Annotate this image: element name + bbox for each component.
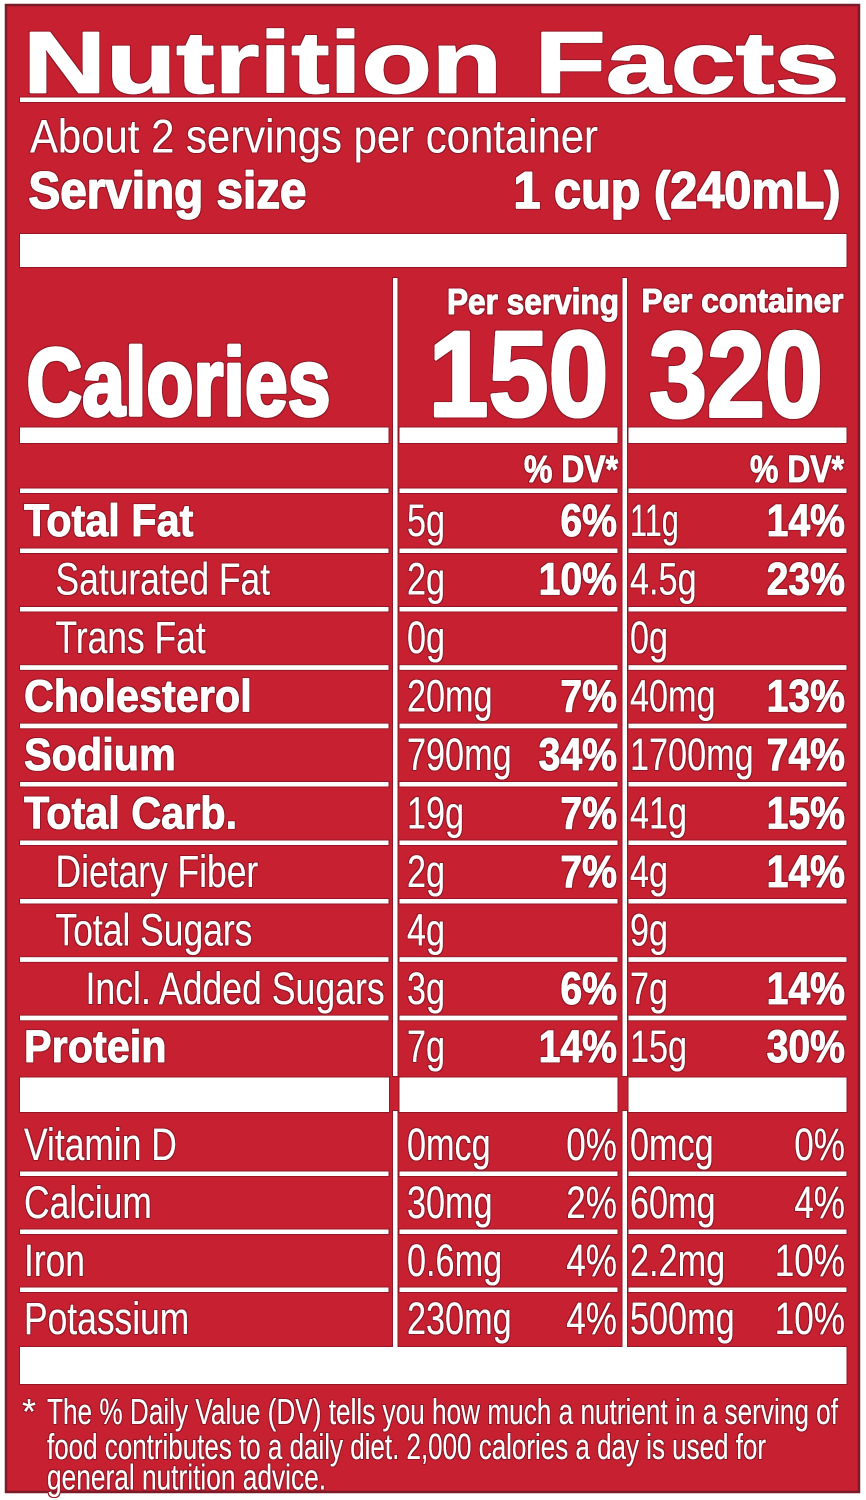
svg-text:Potassium: Potassium (24, 1293, 189, 1344)
svg-text:Trans Fat: Trans Fat (56, 612, 207, 663)
svg-text:*: * (22, 1391, 36, 1432)
svg-text:2%: 2% (566, 1177, 617, 1228)
svg-text:1 cup (240mL): 1 cup (240mL) (514, 162, 841, 220)
svg-text:Facts: Facts (535, 14, 840, 112)
svg-text:60mg: 60mg (630, 1177, 716, 1228)
svg-text:7%: 7% (560, 788, 617, 839)
svg-text:5g: 5g (407, 495, 445, 546)
svg-text:14%: 14% (539, 1021, 617, 1072)
svg-text:0g: 0g (630, 612, 668, 663)
svg-text:40mg: 40mg (630, 671, 716, 722)
svg-text:14%: 14% (767, 963, 845, 1014)
svg-text:74%: 74% (767, 729, 845, 780)
svg-text:13%: 13% (767, 671, 845, 722)
svg-text:0mcg: 0mcg (407, 1119, 491, 1170)
svg-text:10%: 10% (775, 1293, 845, 1344)
svg-text:Incl. Added Sugars: Incl. Added Sugars (86, 963, 385, 1014)
svg-text:Nutrition: Nutrition (23, 14, 502, 112)
svg-text:The % Daily Value (DV) tells y: The % Daily Value (DV) tells you how muc… (47, 1391, 839, 1432)
svg-text:0%: 0% (794, 1119, 845, 1170)
svg-text:Serving size: Serving size (29, 162, 307, 220)
svg-text:7%: 7% (560, 846, 617, 897)
svg-text:Iron: Iron (24, 1235, 85, 1286)
svg-text:2g: 2g (407, 846, 445, 897)
svg-text:3g: 3g (407, 963, 445, 1014)
svg-text:Calories: Calories (27, 329, 331, 436)
svg-text:0g: 0g (407, 612, 445, 663)
svg-text:7g: 7g (630, 963, 668, 1014)
svg-text:320: 320 (649, 307, 823, 443)
svg-text:About 2 servings per container: About 2 servings per container (30, 110, 598, 163)
svg-text:Vitamin D: Vitamin D (24, 1119, 177, 1170)
svg-text:Sodium: Sodium (24, 729, 176, 780)
svg-text:9g: 9g (630, 905, 668, 956)
svg-text:23%: 23% (767, 554, 845, 605)
svg-text:6%: 6% (560, 963, 617, 1014)
svg-text:14%: 14% (767, 495, 845, 546)
svg-text:10%: 10% (775, 1235, 845, 1286)
svg-text:20mg: 20mg (407, 671, 493, 722)
svg-text:14%: 14% (767, 846, 845, 897)
svg-text:Per serving: Per serving (447, 281, 619, 322)
svg-text:% DV*: % DV* (750, 449, 844, 491)
svg-text:0.6mg: 0.6mg (407, 1235, 502, 1286)
svg-text:Cholesterol: Cholesterol (24, 671, 252, 722)
svg-text:19g: 19g (407, 788, 464, 839)
svg-text:0mcg: 0mcg (630, 1119, 714, 1170)
svg-text:15%: 15% (767, 788, 845, 839)
svg-text:2.2mg: 2.2mg (630, 1235, 725, 1286)
svg-text:general nutrition advice.: general nutrition advice. (47, 1457, 326, 1498)
svg-text:4g: 4g (407, 905, 445, 956)
svg-text:790mg: 790mg (407, 729, 512, 780)
svg-text:7%: 7% (560, 671, 617, 722)
svg-text:150: 150 (429, 306, 609, 442)
svg-text:30%: 30% (767, 1021, 845, 1072)
svg-text:2g: 2g (407, 554, 445, 605)
svg-text:10%: 10% (539, 554, 617, 605)
svg-text:Per container: Per container (642, 282, 844, 319)
svg-text:0%: 0% (566, 1119, 617, 1170)
svg-text:4%: 4% (566, 1293, 617, 1344)
svg-text:Total Sugars: Total Sugars (56, 905, 253, 956)
svg-text:15g: 15g (630, 1021, 687, 1072)
svg-text:1700mg: 1700mg (630, 729, 754, 780)
svg-text:4g: 4g (630, 846, 668, 897)
svg-text:Total Fat: Total Fat (24, 495, 193, 546)
svg-text:Total Carb.: Total Carb. (24, 788, 237, 839)
svg-text:500mg: 500mg (630, 1293, 735, 1344)
svg-text:Dietary Fiber: Dietary Fiber (56, 846, 259, 897)
svg-text:7g: 7g (407, 1021, 445, 1072)
svg-text:4%: 4% (566, 1235, 617, 1286)
svg-text:food contributes to a daily di: food contributes to a daily diet. 2,000 … (47, 1426, 766, 1467)
svg-text:Protein: Protein (24, 1021, 167, 1072)
svg-text:4.5g: 4.5g (630, 554, 697, 605)
svg-text:% DV*: % DV* (524, 449, 618, 491)
svg-text:Saturated Fat: Saturated Fat (56, 554, 271, 605)
svg-text:11g: 11g (630, 495, 679, 546)
svg-text:Calcium: Calcium (24, 1177, 152, 1228)
svg-text:4%: 4% (794, 1177, 845, 1228)
svg-text:30mg: 30mg (407, 1177, 493, 1228)
svg-text:34%: 34% (539, 729, 617, 780)
svg-text:41g: 41g (630, 788, 687, 839)
svg-text:230mg: 230mg (407, 1293, 512, 1344)
svg-text:6%: 6% (560, 495, 617, 546)
